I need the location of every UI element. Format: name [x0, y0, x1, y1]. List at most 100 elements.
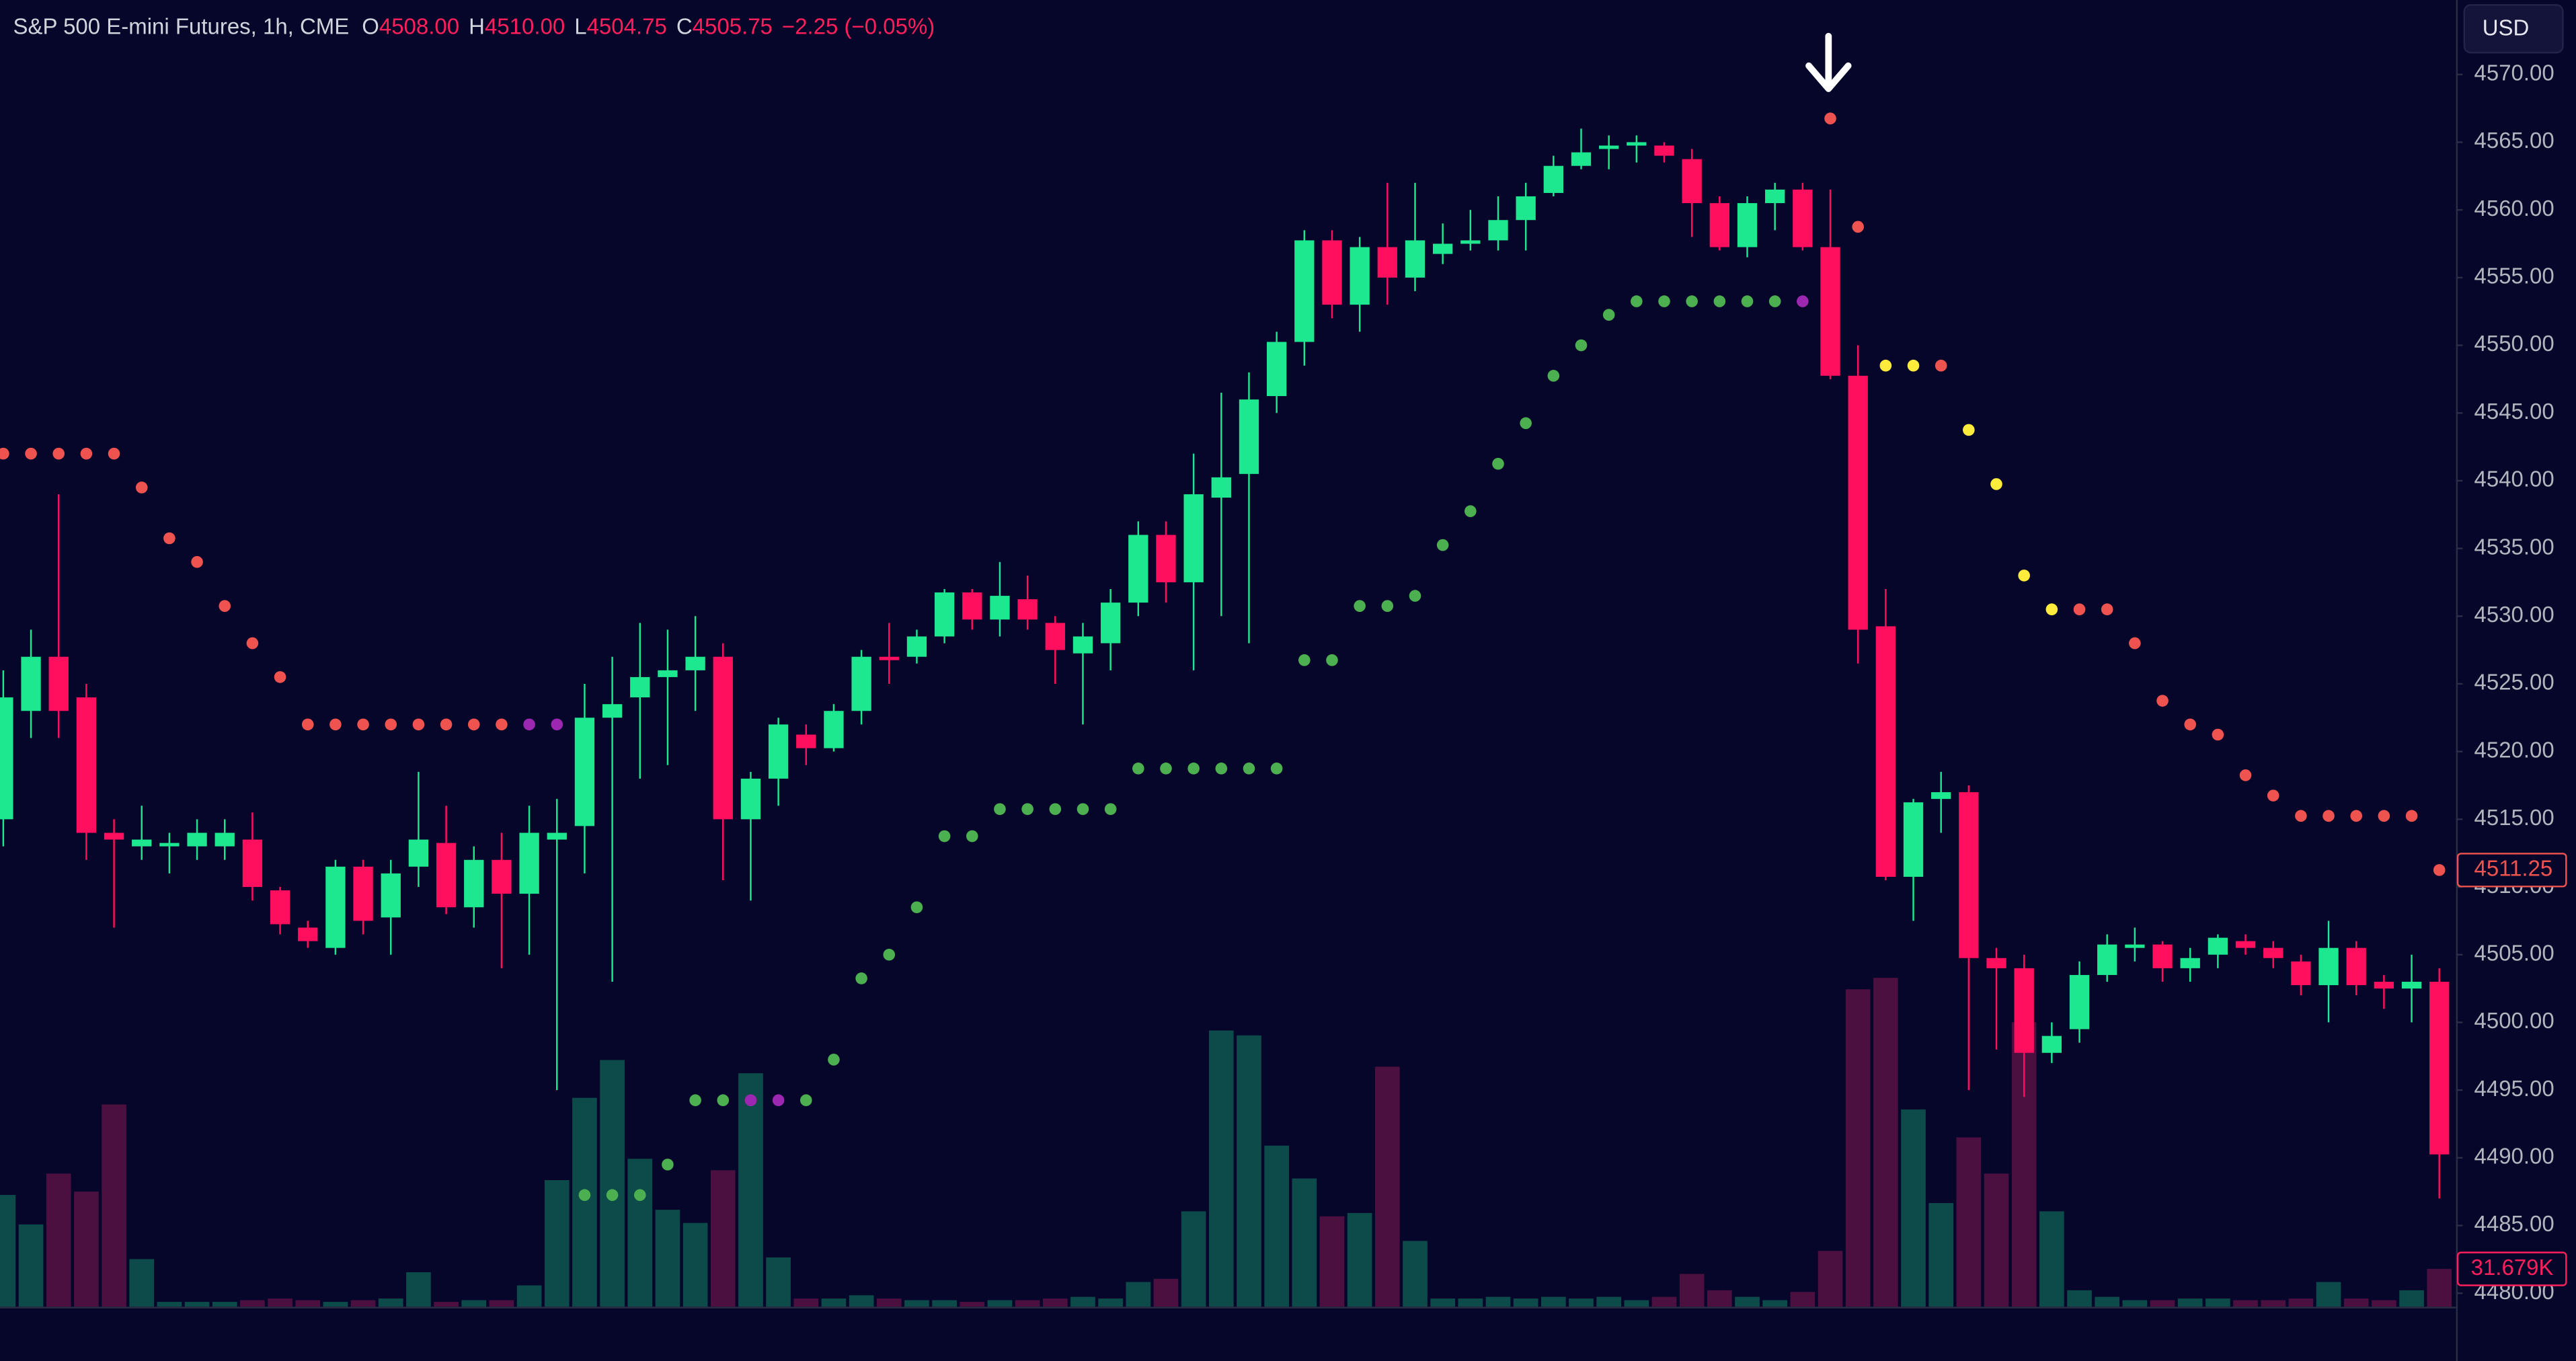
low-value: 4504.75 — [587, 13, 667, 38]
sar-dot — [523, 718, 535, 731]
volume-bar — [516, 1285, 542, 1307]
volume-bar — [710, 1170, 736, 1307]
currency-button-bg[interactable] — [2463, 4, 2564, 54]
candle-body — [2291, 961, 2311, 986]
sar-dot — [1409, 590, 1421, 602]
volume-bar — [2261, 1300, 2286, 1307]
candle-body — [1128, 535, 1148, 603]
candle-body — [1599, 145, 1619, 149]
currency-label[interactable]: USD — [2483, 15, 2530, 40]
sar-dot — [966, 830, 978, 843]
sar-indicator — [0, 112, 2446, 1201]
currency-button[interactable]: USD — [2463, 4, 2564, 54]
sar-dot — [717, 1094, 730, 1107]
volume-bar — [350, 1300, 376, 1307]
y-tick-label: 4535.00 — [2474, 534, 2554, 559]
sar-dot — [2073, 603, 2086, 616]
sar-dot — [2156, 695, 2169, 707]
candle-body — [1045, 623, 1065, 650]
sar-dot — [496, 718, 508, 731]
volume-bar — [2177, 1298, 2203, 1307]
sar-dot — [1990, 478, 2002, 490]
sar-dot — [2239, 769, 2252, 781]
sar-dot — [467, 718, 480, 731]
volume-bar — [1098, 1298, 1123, 1307]
volume-bar — [212, 1302, 237, 1307]
candle-body — [298, 927, 318, 941]
sar-dot — [855, 972, 867, 984]
volume-bar — [1208, 1030, 1234, 1307]
candle-body — [1765, 189, 1785, 204]
sar-dot — [1907, 359, 1920, 372]
candle-body — [1266, 342, 1287, 397]
volume-bar — [793, 1298, 819, 1307]
sar-dot — [1298, 654, 1311, 666]
volume-bar — [129, 1259, 155, 1307]
sar-dot — [25, 447, 37, 460]
volume-bar — [2233, 1300, 2258, 1307]
volume-bar — [1126, 1282, 1151, 1307]
candle-body — [0, 697, 13, 820]
sar-dot — [1021, 803, 1033, 816]
volume-bar — [821, 1298, 847, 1307]
volume-bar — [1485, 1296, 1511, 1307]
volume-bar — [461, 1300, 487, 1307]
volume-label: 31.679K — [2471, 1255, 2554, 1280]
candle-body — [1682, 159, 1702, 204]
candle-body — [1405, 240, 1426, 278]
volume-bar — [2122, 1300, 2148, 1307]
sar-dot — [2433, 864, 2446, 876]
y-tick-label: 4520.00 — [2474, 737, 2554, 762]
change: −2.25 (−0.05%) — [782, 13, 935, 38]
sar-dot — [108, 447, 120, 460]
sar-dot — [1465, 505, 1477, 518]
volume-bar — [655, 1210, 680, 1307]
candle-body — [1543, 165, 1563, 193]
sar-dot — [799, 1094, 812, 1107]
sar-dot — [1824, 112, 1836, 125]
volume-bar — [1651, 1296, 1677, 1307]
sar-dot — [412, 718, 425, 731]
candle-body — [1211, 477, 1231, 498]
volume-bar — [1762, 1300, 1788, 1307]
volume-bar — [1292, 1178, 1317, 1307]
candle-body — [519, 832, 539, 894]
sar-dot — [52, 447, 65, 460]
candle-body — [1183, 494, 1204, 582]
sar-dot — [135, 481, 148, 494]
candle-body — [21, 656, 41, 711]
candle-body — [2429, 982, 2450, 1155]
y-tick-label: 4485.00 — [2474, 1211, 2554, 1236]
volume-bar — [1430, 1298, 1455, 1307]
candle-body — [1986, 958, 2006, 968]
sar-dot — [2018, 570, 2030, 582]
y-tick-label: 4495.00 — [2474, 1076, 2554, 1101]
sar-dot — [1354, 600, 1366, 612]
volume-bar — [74, 1192, 99, 1307]
sar-dot — [1658, 295, 1670, 307]
volume-bar — [682, 1222, 708, 1307]
candle-body — [796, 734, 816, 748]
candle-body — [1294, 240, 1315, 342]
candle-body — [1931, 792, 1951, 800]
candle-body — [76, 697, 97, 833]
sar-dot — [662, 1159, 674, 1171]
candle-body — [104, 832, 124, 840]
candle-body — [1156, 535, 1176, 582]
candle-body — [325, 866, 346, 948]
volume-bar — [1845, 989, 1871, 1307]
candle-body — [906, 636, 927, 657]
y-tick-label: 4550.00 — [2474, 331, 2554, 356]
candle-body — [2097, 944, 2117, 975]
volume-bar — [157, 1302, 182, 1307]
price-pane — [0, 128, 2450, 1199]
sar-dot — [1963, 424, 1975, 436]
sar-dot — [163, 532, 175, 545]
candle-body — [879, 656, 899, 660]
sar-price-label: 4511.25 — [2474, 856, 2553, 881]
volume-bar — [1735, 1296, 1760, 1307]
candle-body — [2180, 958, 2200, 968]
volume-bar — [240, 1300, 265, 1307]
volume-bar — [2150, 1300, 2175, 1307]
